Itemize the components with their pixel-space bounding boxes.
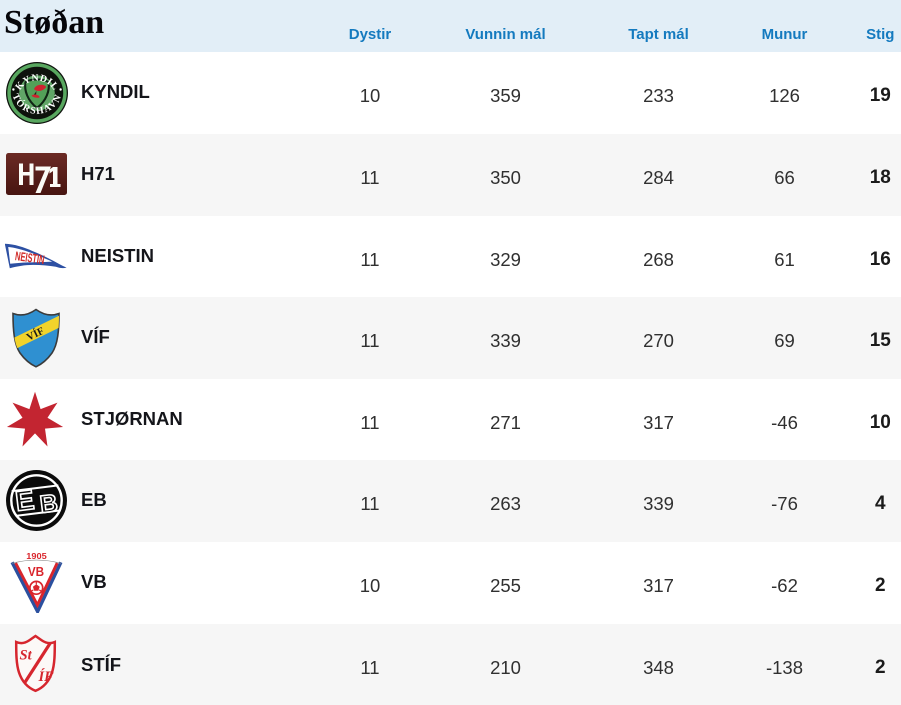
svg-text:St: St [20, 647, 33, 663]
svg-text:NEISTIN: NEISTIN [14, 249, 45, 267]
svg-text:E: E [14, 484, 36, 517]
svg-text:VB: VB [28, 565, 44, 579]
svg-text:1905: 1905 [26, 551, 47, 561]
svg-text:ÍF: ÍF [38, 668, 55, 685]
svg-text:B: B [38, 490, 59, 519]
